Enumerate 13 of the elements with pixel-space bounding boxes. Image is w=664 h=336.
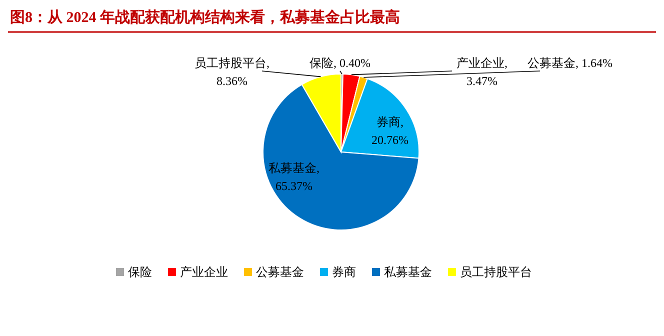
- legend-label: 保险: [128, 265, 152, 279]
- legend-label: 员工持股平台: [460, 265, 532, 279]
- chart-title: 图8：从 2024 年战配获配机构结构来看，私募基金占比最高: [10, 8, 400, 26]
- data-label: 私募基金, 65.37%: [268, 161, 320, 193]
- legend-label: 产业企业: [180, 265, 228, 279]
- legend-label: 私募基金: [384, 265, 432, 279]
- data-label: 公募基金, 1.64%: [528, 56, 612, 70]
- legend-label: 公募基金: [256, 265, 304, 279]
- data-label: 产业企业, 3.47%: [456, 56, 508, 88]
- data-label: 券商, 20.76%: [372, 115, 408, 147]
- data-label: 保险, 0.40%: [310, 56, 370, 70]
- data-label: 员工持股平台, 8.36%: [194, 56, 270, 88]
- legend-label: 券商: [332, 265, 356, 279]
